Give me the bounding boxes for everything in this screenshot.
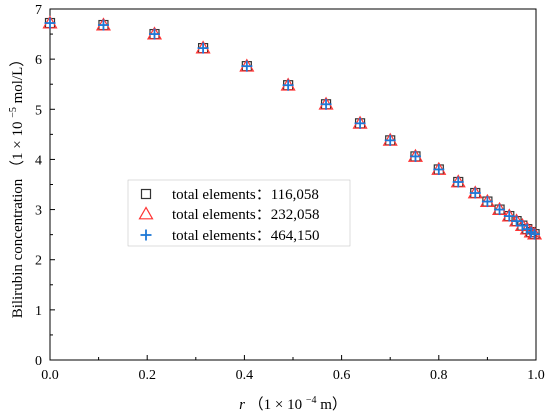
legend-square-symbol — [140, 188, 152, 200]
x-axis-label-symbol: r — [239, 397, 245, 413]
y-axis-label-tail: mol/L） — [9, 52, 26, 104]
plus-point — [481, 196, 493, 208]
plus-point — [503, 210, 515, 222]
plus-point — [148, 28, 160, 40]
legend-label-232058: total elements：232,058 — [172, 207, 319, 223]
plus-point — [511, 215, 523, 227]
y-tick-label: 0 — [35, 354, 42, 369]
legend-triangle-symbol — [138, 206, 154, 220]
plus-point — [494, 204, 506, 216]
legend-box — [127, 179, 351, 247]
legend-plus-marker — [140, 229, 152, 241]
plus-point — [320, 98, 332, 110]
plus-point — [469, 187, 481, 199]
plus-point — [282, 79, 294, 91]
plus-point — [354, 117, 366, 129]
x-tick-label: 0.4 — [236, 368, 254, 383]
series-plus — [44, 17, 541, 240]
x-axis-label-exponent: −4 — [306, 395, 317, 406]
y-tick-label: 5 — [35, 103, 42, 118]
plus-point — [197, 42, 209, 54]
x-axis-label-tail: m） — [320, 396, 347, 413]
x-tick-label: 1.0 — [527, 368, 545, 383]
plus-point — [409, 150, 421, 162]
x-tick-label: 0.6 — [333, 368, 351, 383]
plus-point — [433, 163, 445, 175]
y-tick-label: 6 — [35, 53, 42, 68]
plus-point — [529, 228, 541, 240]
plus-point — [241, 60, 253, 72]
plus-point — [44, 17, 56, 29]
plus-point — [384, 134, 396, 146]
y-tick-label: 7 — [35, 3, 42, 18]
axis-ticks — [49, 8, 537, 361]
x-axis-label-unit: （1 × 10 — [249, 396, 302, 413]
y-tick-label: 2 — [35, 254, 42, 269]
legend-label-464150: total elements：464,150 — [172, 228, 319, 244]
legend-plus-symbol — [140, 229, 152, 241]
plus-point — [452, 176, 464, 188]
legend: total elements：116,058 total elements：23… — [127, 179, 351, 247]
y-axis-label-exponent: −5 — [8, 107, 19, 118]
y-tick-label: 1 — [35, 304, 42, 319]
plus-point — [97, 19, 109, 31]
tick-labels: 0.0 0.2 0.4 0.6 0.8 1.0 0 1 2 3 4 5 6 7 — [35, 3, 545, 383]
x-tick-label: 0.2 — [138, 368, 156, 383]
y-tick-label: 3 — [35, 204, 42, 219]
y-axis-label: Bilirubin concentration （1 × 10 −5 mol/L… — [4, 52, 26, 319]
data-markers — [42, 15, 543, 240]
x-axis-label: r （1 × 10 −4 m） — [239, 391, 347, 413]
legend-square-marker — [140, 188, 152, 200]
y-axis-label-main: Bilirubin concentration （1 × 10 — [9, 122, 26, 319]
legend-triangle-marker — [138, 206, 154, 220]
legend-label-116058: total elements：116,058 — [172, 187, 319, 203]
x-tick-label: 0.0 — [41, 368, 59, 383]
x-tick-label: 0.8 — [430, 368, 448, 383]
y-tick-label: 4 — [35, 153, 42, 168]
